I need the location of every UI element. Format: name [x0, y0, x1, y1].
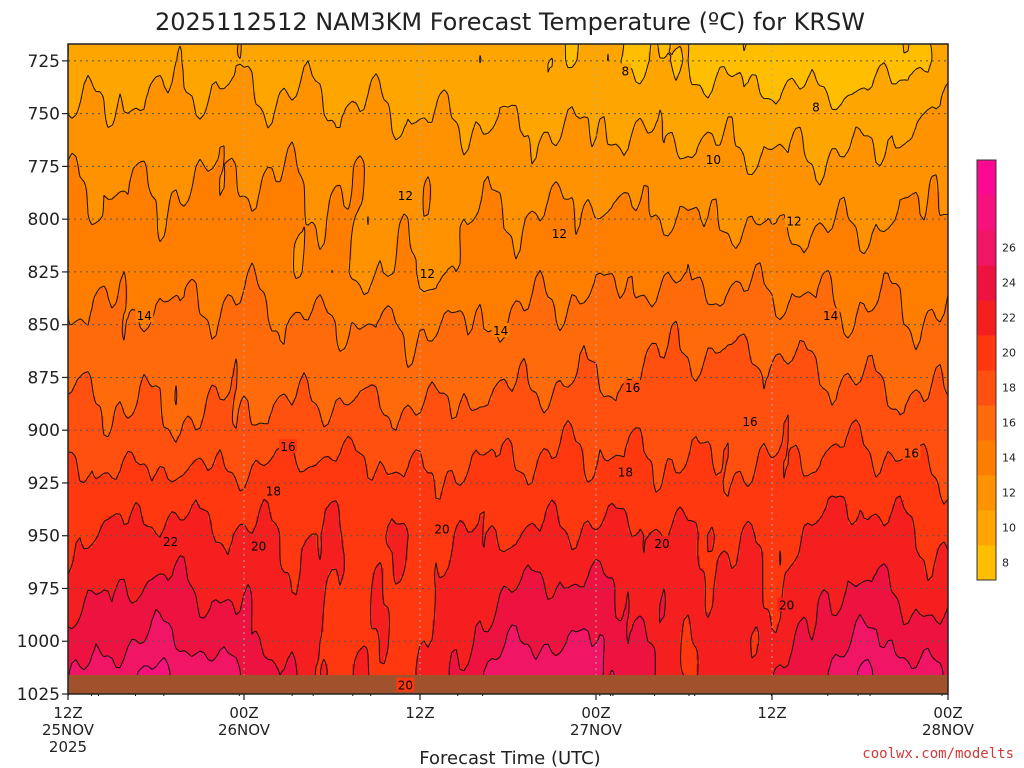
x-tick-label: 2025: [49, 738, 87, 756]
colorbar-segment: [977, 370, 996, 406]
colorbar-segment: [977, 545, 996, 581]
x-tick-label: 12Z: [53, 704, 82, 722]
contour-label: 22: [163, 535, 178, 549]
temperature-field: [68, 44, 948, 694]
x-tick-label: 25NOV: [42, 721, 95, 739]
colorbar-label: 8: [1002, 557, 1009, 570]
colorbar-segment: [977, 335, 996, 371]
colorbar-segment: [977, 195, 996, 231]
x-tick-label: 00Z: [933, 704, 962, 722]
colorbar-label: 16: [1002, 417, 1016, 430]
contour-label: 10: [706, 153, 721, 167]
y-tick-label: 950: [28, 527, 60, 547]
colorbar-segment: [977, 300, 996, 336]
colorbar-label: 22: [1002, 312, 1016, 325]
colorbar-segment: [977, 230, 996, 266]
y-tick-label: 975: [28, 579, 60, 599]
contour-label: 20: [654, 537, 669, 551]
chart-title: 2025112512 NAM3KM Forecast Temperature (…: [155, 8, 865, 36]
y-tick-label: 1025: [17, 685, 60, 705]
colorbar-label: 26: [1002, 242, 1016, 255]
contour-label: 18: [266, 484, 281, 498]
colorbar-label: 12: [1002, 487, 1016, 500]
credit-text: coolwx.com/modelts: [862, 746, 1014, 762]
x-tick-label: 00Z: [229, 704, 258, 722]
colorbar: 8 10 12 14 16 18 20 22 24 26: [977, 160, 1016, 581]
colorbar-segment: [977, 510, 996, 546]
y-tick-label: 1000: [17, 632, 60, 652]
contour-label: 12: [420, 267, 435, 281]
ground-surface: [68, 675, 948, 694]
colorbar-label: 14: [1002, 452, 1016, 465]
pressure-axis: 725 750 775 800 825 850 875 900 925 950 975 1000 102…: [17, 52, 68, 705]
x-tick-label: 26NOV: [218, 721, 271, 739]
colorbar-segment: [977, 440, 996, 476]
x-tick-label: 28NOV: [922, 721, 975, 739]
contour-label: 20: [434, 522, 449, 536]
colorbar-label: 24: [1002, 277, 1016, 290]
y-tick-label: 800: [28, 210, 60, 230]
colorbar-label: 10: [1002, 522, 1016, 535]
x-tick-label: 27NOV: [570, 721, 623, 739]
contour-label: 12: [398, 189, 413, 203]
colorbar-segment: [977, 475, 996, 511]
contour-label: 14: [137, 309, 152, 323]
contour-label: 16: [904, 446, 919, 460]
y-tick-label: 725: [28, 52, 60, 72]
contour-label: 20: [398, 679, 413, 693]
colorbar-segment: [977, 405, 996, 441]
contour-label: 16: [280, 440, 295, 454]
contour-label: 12: [786, 214, 801, 228]
contour-label: 14: [493, 324, 508, 338]
colorbar-label: 20: [1002, 347, 1016, 360]
contour-label: 8: [812, 100, 820, 114]
y-tick-label: 750: [28, 105, 60, 125]
contour-label: 16: [742, 415, 757, 429]
contour-label: 20: [779, 598, 794, 612]
colorbar-segment: [977, 160, 996, 196]
y-tick-label: 925: [28, 474, 60, 494]
x-tick-label: 12Z: [757, 704, 786, 722]
colorbar-segment: [977, 265, 996, 301]
contour-label: 8: [622, 64, 630, 78]
contour-label: 12: [552, 227, 567, 241]
y-tick-label: 900: [28, 421, 60, 441]
y-tick-label: 825: [28, 263, 60, 283]
y-tick-label: 775: [28, 157, 60, 177]
colorbar-label: 18: [1002, 382, 1016, 395]
y-tick-label: 850: [28, 316, 60, 336]
y-tick-label: 875: [28, 368, 60, 388]
x-tick-label: 00Z: [581, 704, 610, 722]
contour-label: 14: [823, 309, 838, 323]
contour-label: 20: [251, 539, 266, 553]
contour-label: 18: [618, 465, 633, 479]
contour-label: 16: [625, 381, 640, 395]
x-tick-label: 12Z: [405, 704, 434, 722]
x-axis-label: Forecast Time (UTC): [419, 748, 600, 768]
